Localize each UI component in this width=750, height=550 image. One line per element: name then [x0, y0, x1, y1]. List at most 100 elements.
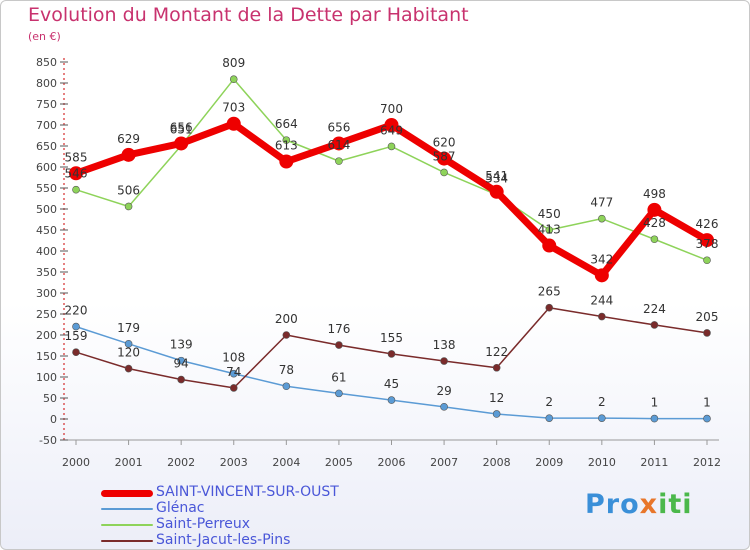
- x-tick-label: 2002: [167, 456, 195, 469]
- data-point: [542, 238, 557, 253]
- y-tick-label: 200: [36, 329, 57, 342]
- data-label: 74: [226, 365, 241, 379]
- x-tick-label: 2012: [693, 456, 721, 469]
- y-tick-label: 550: [36, 182, 57, 195]
- y-tick-label: 700: [36, 119, 57, 132]
- data-label: 78: [279, 363, 294, 377]
- data-label: 651: [170, 123, 193, 137]
- y-tick-label: 350: [36, 266, 57, 279]
- data-point: [492, 410, 501, 418]
- data-point: [703, 414, 711, 423]
- data-point: [229, 384, 238, 392]
- data-point: [650, 414, 659, 423]
- y-tick-label: 450: [36, 224, 57, 237]
- data-point: [72, 322, 80, 331]
- data-label: 506: [117, 183, 140, 197]
- x-tick-label: 2005: [325, 456, 353, 469]
- data-point: [177, 356, 185, 365]
- data-label: 108: [222, 351, 245, 365]
- data-label: 428: [643, 216, 666, 230]
- y-tick-label: 500: [36, 203, 57, 216]
- data-point: [331, 136, 346, 151]
- data-point: [440, 168, 448, 177]
- y-tick-label: 300: [36, 287, 57, 300]
- x-tick-label: 2004: [272, 456, 300, 469]
- data-point: [545, 303, 554, 312]
- legend-swatch: [101, 524, 153, 526]
- y-tick-label: 0: [50, 413, 57, 426]
- x-tick-label: 2001: [115, 456, 143, 469]
- data-point: [598, 414, 606, 422]
- data-label: 498: [643, 187, 666, 201]
- data-point: [387, 396, 396, 404]
- data-point: [598, 214, 606, 223]
- data-label: 2: [598, 395, 606, 409]
- x-tick-label: 2008: [483, 456, 511, 469]
- data-label: 205: [696, 310, 719, 324]
- y-tick-label: 250: [36, 308, 57, 321]
- data-label: 94: [174, 357, 189, 371]
- y-tick-label: 150: [36, 350, 57, 363]
- y-tick-label: 100: [36, 371, 57, 384]
- data-point: [124, 364, 133, 373]
- data-point: [440, 357, 448, 365]
- data-point: [594, 268, 609, 283]
- legend-label: Saint-Perreux: [156, 516, 251, 532]
- data-label: 45: [384, 377, 399, 391]
- y-tick-label: 850: [36, 56, 57, 69]
- data-label: 138: [433, 338, 456, 352]
- data-label: 176: [327, 322, 350, 336]
- proxiti-logo: Proxiti: [585, 489, 693, 520]
- data-point: [545, 414, 554, 422]
- data-point: [387, 142, 396, 151]
- legend-label: Glénac: [156, 500, 205, 516]
- data-label: 426: [696, 217, 719, 231]
- y-tick-label: 400: [36, 245, 57, 258]
- data-label: 122: [485, 345, 508, 359]
- data-point: [226, 116, 241, 131]
- data-label: 656: [170, 120, 193, 134]
- y-tick-label: -50: [39, 434, 57, 447]
- data-point: [121, 147, 136, 162]
- data-label: 413: [538, 223, 561, 237]
- data-point: [700, 233, 714, 248]
- data-point: [72, 185, 80, 194]
- data-label: 1: [703, 396, 711, 410]
- data-point: [598, 312, 606, 321]
- data-label: 342: [590, 252, 613, 266]
- data-label: 159: [65, 329, 88, 343]
- x-tick-label: 2010: [588, 456, 616, 469]
- data-point: [229, 75, 238, 84]
- data-label: 585: [65, 150, 88, 164]
- data-label: 541: [485, 169, 508, 183]
- data-label: 200: [275, 312, 298, 326]
- data-label: 29: [436, 384, 451, 398]
- y-tick-label: 750: [36, 98, 57, 111]
- data-point: [545, 226, 554, 234]
- data-label: 265: [538, 285, 561, 299]
- data-label: 629: [117, 132, 140, 146]
- data-point: [703, 256, 711, 265]
- y-tick-label: 650: [36, 140, 57, 153]
- data-label: 1: [651, 396, 659, 410]
- data-label: 613: [275, 139, 298, 153]
- data-point: [282, 136, 291, 144]
- data-label: 587: [433, 149, 456, 163]
- y-tick-label: 50: [43, 392, 57, 405]
- data-point: [69, 166, 83, 181]
- data-label: 700: [380, 102, 403, 116]
- data-point: [72, 348, 80, 357]
- data-point: [387, 350, 396, 358]
- data-label: 477: [590, 196, 613, 210]
- data-label: 534: [485, 172, 508, 186]
- x-tick-label: 2006: [378, 456, 406, 469]
- data-point: [124, 340, 133, 348]
- data-label: 244: [590, 294, 613, 308]
- data-point: [279, 154, 294, 169]
- x-tick-label: 2003: [220, 456, 248, 469]
- y-tick-label: 600: [36, 161, 57, 174]
- data-label: 120: [117, 346, 140, 360]
- data-label: 450: [538, 207, 561, 221]
- data-point: [650, 321, 659, 329]
